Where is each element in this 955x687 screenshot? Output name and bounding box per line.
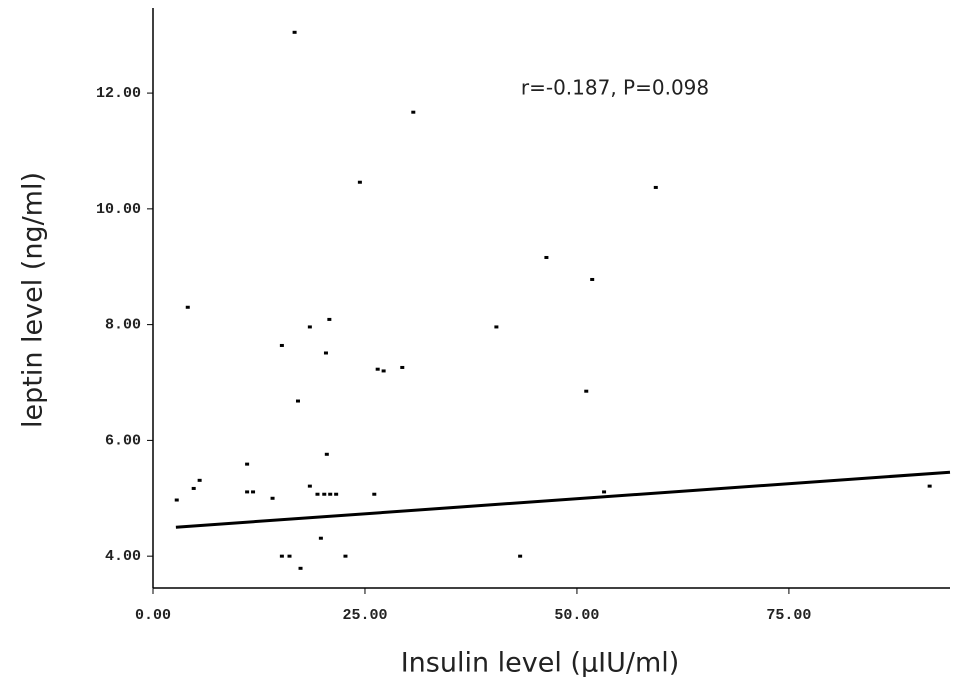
point	[343, 554, 348, 558]
point	[372, 492, 377, 496]
point	[185, 305, 190, 309]
y-tick-label: 4.00	[105, 548, 141, 565]
point	[494, 325, 499, 329]
point	[375, 367, 380, 371]
point	[927, 484, 932, 488]
x-tick-label: 50.00	[554, 607, 599, 624]
point	[324, 452, 329, 456]
x-tick-label: 0.00	[135, 607, 171, 624]
y-tick-label: 8.00	[105, 317, 141, 334]
point	[307, 484, 312, 488]
y-tick-label: 12.00	[96, 85, 141, 102]
y-axis-title: leptin level (ng/ml)	[18, 172, 49, 428]
point	[590, 277, 595, 281]
point	[292, 30, 297, 34]
point	[334, 492, 339, 496]
point	[270, 496, 275, 500]
point	[602, 490, 607, 494]
point	[381, 369, 386, 373]
point	[298, 566, 303, 570]
point	[327, 317, 332, 321]
point	[357, 180, 362, 184]
fit-line	[175, 470, 951, 529]
point	[287, 554, 292, 558]
point	[322, 492, 327, 496]
point	[315, 492, 320, 496]
point	[323, 351, 328, 355]
point	[279, 343, 284, 347]
annotation: r=-0.187, P=0.098	[521, 76, 709, 100]
point	[584, 389, 589, 393]
point	[518, 554, 523, 558]
point	[307, 325, 312, 329]
y-tick-label: 10.00	[96, 201, 141, 218]
x-tick-label: 75.00	[766, 607, 811, 624]
point	[653, 185, 658, 189]
point	[197, 478, 202, 482]
y-tick-label: 6.00	[105, 432, 141, 449]
x-tick-label: 25.00	[342, 607, 387, 624]
point	[251, 490, 256, 494]
point	[245, 490, 250, 494]
point	[295, 399, 300, 403]
point	[174, 498, 179, 502]
point	[544, 255, 549, 259]
point	[400, 365, 405, 369]
point	[191, 486, 196, 490]
point	[245, 462, 250, 466]
point	[279, 554, 284, 558]
x-axis-title: Insulin level (µIU/ml)	[401, 648, 680, 679]
point	[411, 110, 416, 114]
point	[328, 492, 333, 496]
point	[318, 536, 323, 540]
